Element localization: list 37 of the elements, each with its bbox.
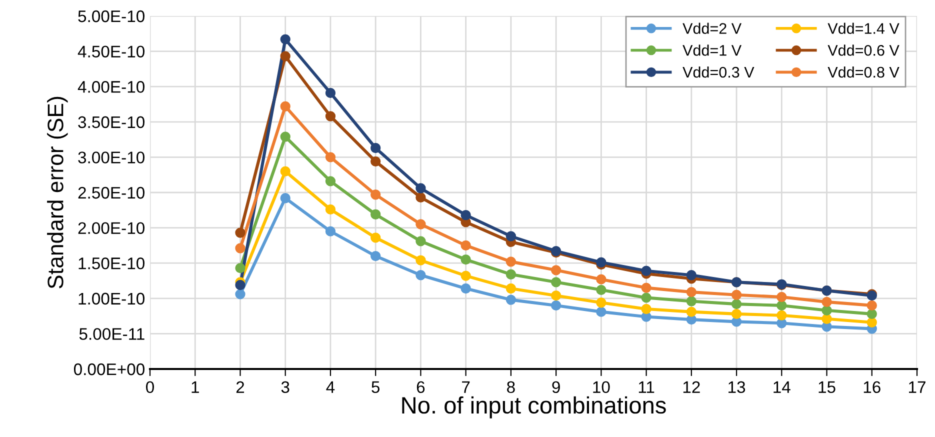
- x-tick-label: 16: [864, 381, 880, 394]
- y-tick-label: 3.50E-10: [78, 116, 144, 128]
- y-tick-label: 2.00E-10: [78, 222, 144, 234]
- x-tick-label: 4: [326, 381, 335, 393]
- x-tick-label: 6: [416, 381, 425, 394]
- x-tick-label: 0: [146, 381, 154, 394]
- x-tick-label: 14: [774, 381, 790, 393]
- x-tick-label: 1: [192, 381, 199, 393]
- legend-label: Vdd=2 V: [682, 22, 742, 34]
- x-tick-label: 9: [552, 381, 560, 394]
- x-tick-label: 7: [462, 381, 470, 393]
- x-tick-label: 17: [909, 381, 926, 393]
- y-tick-label: 2.50E-10: [78, 186, 144, 199]
- x-tick-label: 5: [372, 381, 380, 394]
- x-tick-label: 3: [281, 381, 290, 394]
- y-tick-label: 4.00E-10: [78, 81, 144, 93]
- legend-label: Vdd=0.3 V: [682, 66, 754, 78]
- y-tick-label: 3.00E-10: [78, 152, 144, 164]
- y-tick-label: 5.00E-11: [79, 328, 144, 340]
- x-tick-label: 11: [638, 381, 654, 393]
- x-tick-label: 13: [728, 381, 746, 394]
- x-tick-label: 10: [593, 381, 610, 394]
- legend-label: Vdd=0.8 V: [828, 66, 900, 78]
- x-axis-title: No. of input combinations: [402, 396, 666, 418]
- y-axis-title: Standard error (SE): [47, 96, 68, 288]
- x-tick-label: 15: [818, 381, 836, 394]
- x-tick-label: 12: [683, 381, 700, 393]
- x-tick-label: 8: [507, 381, 515, 394]
- x-tick-label: 2: [236, 381, 244, 393]
- legend-label: Vdd=1.4 V: [828, 22, 900, 34]
- legend-label: Vdd=0.6 V: [828, 44, 900, 56]
- legend-label: Vdd=1 V: [682, 44, 742, 56]
- y-tick-label: 1.50E-10: [78, 258, 144, 270]
- y-tick-label: 4.50E-10: [78, 46, 144, 58]
- y-tick-label: 1.00E-10: [78, 292, 144, 305]
- y-tick-label: 5.00E-10: [78, 10, 144, 22]
- y-tick-label: 0.00E+00: [74, 363, 144, 376]
